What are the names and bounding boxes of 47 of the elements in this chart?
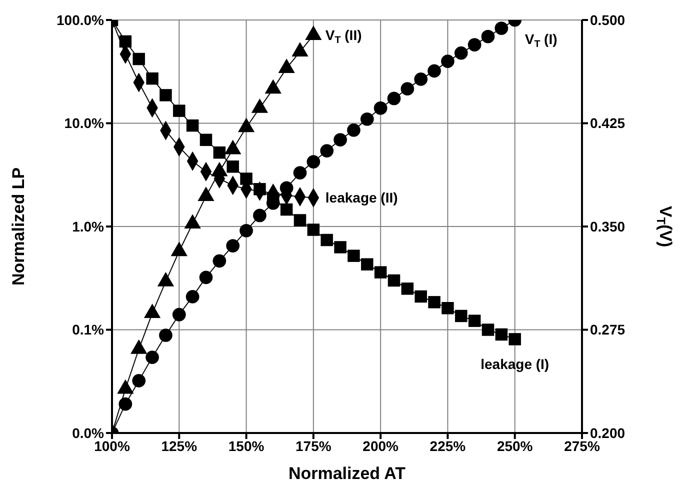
point [213, 146, 226, 159]
point [200, 134, 212, 146]
point [482, 324, 494, 336]
point [374, 266, 387, 278]
point [388, 274, 400, 287]
point [173, 104, 186, 117]
point [442, 302, 454, 314]
x-tick-label: 225% [430, 438, 466, 454]
y-tick-label: 1.0% [72, 218, 105, 234]
point [186, 119, 199, 132]
point [428, 296, 440, 308]
point [146, 72, 158, 85]
x-tick-label: 250% [496, 438, 534, 454]
point [280, 203, 293, 216]
y-tick-label: 100.0% [56, 12, 105, 28]
series-label: leakage (II) [325, 190, 398, 206]
point [294, 214, 306, 226]
point [132, 52, 145, 66]
x-tick-label: 175% [296, 438, 332, 454]
y2-tick-label: 0.425 [590, 115, 626, 132]
point [508, 333, 521, 346]
series-label: leakage (I) [480, 356, 550, 372]
y2-tick-label: 0.275 [590, 322, 626, 338]
y2-tick-label: 0.350 [590, 218, 626, 234]
y-axis-title: Normalized LP [9, 167, 28, 286]
point [495, 328, 508, 341]
point [320, 234, 333, 246]
point [160, 89, 172, 102]
point [334, 241, 346, 254]
point [414, 290, 427, 303]
x-axis-title: Normalized AT [288, 464, 406, 483]
y-tick-label: 0.1% [72, 322, 105, 338]
series-label: V$_{T}$ (II) [325, 27, 362, 46]
point [348, 250, 360, 262]
point [226, 160, 239, 173]
point [361, 258, 374, 270]
point [401, 282, 414, 295]
series-label: V$_{T}$ (I) [524, 31, 558, 50]
x-tick-label: 125% [161, 438, 198, 454]
point [307, 224, 320, 236]
y-tick-label: 10.0% [64, 115, 105, 132]
point [119, 35, 132, 48]
x-tick-label: 150% [228, 438, 265, 454]
x-tick-label: 200% [362, 438, 400, 454]
y2-tick-label: 0.500 [590, 12, 626, 28]
point [455, 310, 468, 322]
point [468, 314, 481, 327]
